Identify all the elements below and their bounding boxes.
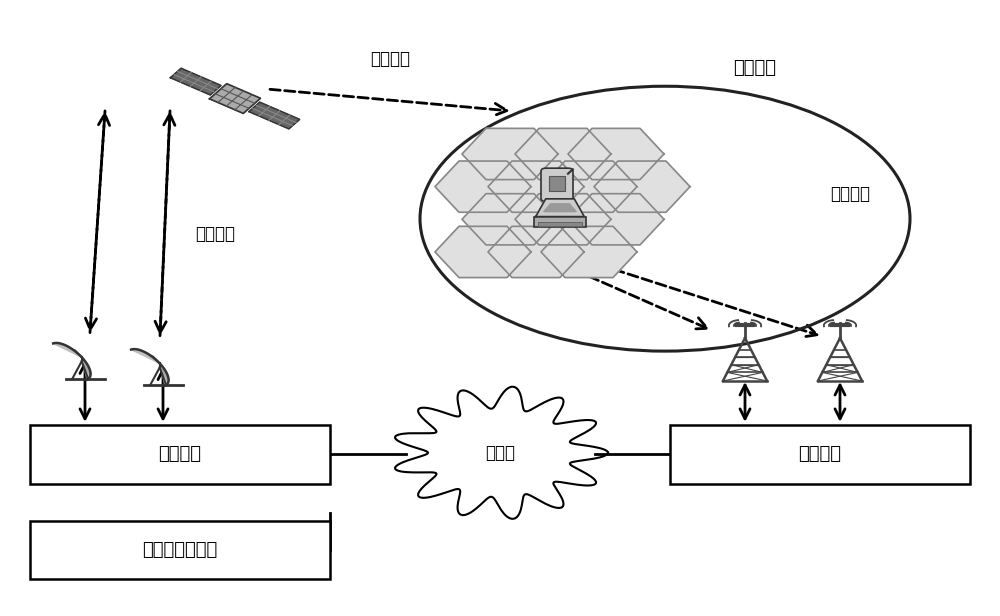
Polygon shape bbox=[488, 161, 584, 213]
FancyBboxPatch shape bbox=[541, 168, 573, 201]
Polygon shape bbox=[170, 68, 221, 95]
Bar bbox=[670, 425, 970, 484]
Polygon shape bbox=[462, 128, 558, 180]
Polygon shape bbox=[541, 226, 637, 278]
Polygon shape bbox=[210, 84, 260, 113]
Bar bbox=[30, 425, 330, 484]
Polygon shape bbox=[541, 161, 637, 213]
Text: 卫星网关: 卫星网关 bbox=[158, 445, 202, 463]
Text: 服务链路: 服务链路 bbox=[370, 49, 410, 68]
Polygon shape bbox=[462, 193, 558, 245]
Polygon shape bbox=[488, 226, 584, 278]
Bar bbox=[534, 217, 586, 227]
Text: 卫星小区: 卫星小区 bbox=[734, 59, 776, 77]
Text: 核心网控制设备: 核心网控制设备 bbox=[142, 541, 218, 559]
Bar bbox=[549, 176, 565, 191]
Text: 地面网关: 地面网关 bbox=[799, 445, 842, 463]
Bar bbox=[30, 521, 330, 579]
Polygon shape bbox=[568, 193, 664, 245]
Polygon shape bbox=[544, 204, 576, 212]
Polygon shape bbox=[435, 226, 531, 278]
Polygon shape bbox=[568, 128, 664, 180]
Polygon shape bbox=[395, 387, 608, 519]
Bar bbox=[538, 222, 582, 226]
Polygon shape bbox=[131, 349, 169, 386]
Polygon shape bbox=[249, 102, 300, 129]
Text: 馈电链路: 馈电链路 bbox=[195, 225, 235, 243]
Polygon shape bbox=[435, 161, 531, 213]
Polygon shape bbox=[594, 161, 690, 213]
Polygon shape bbox=[536, 199, 584, 217]
Polygon shape bbox=[515, 128, 611, 180]
Text: 核心网: 核心网 bbox=[485, 444, 515, 462]
Text: 地面小区: 地面小区 bbox=[830, 185, 870, 203]
Polygon shape bbox=[515, 193, 611, 245]
Polygon shape bbox=[53, 343, 91, 379]
